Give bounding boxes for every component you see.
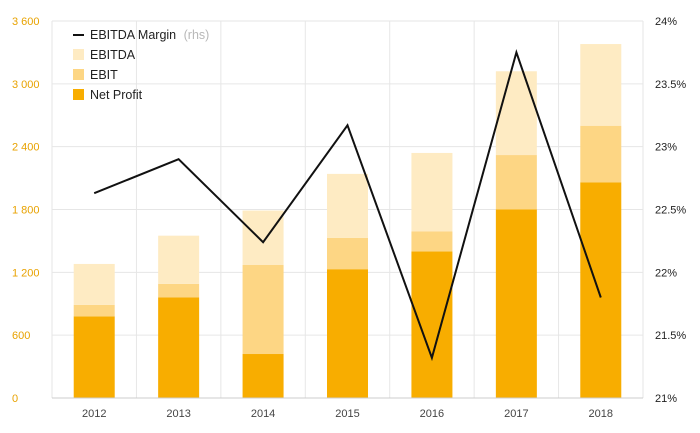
legend-swatch-ebit <box>73 69 84 80</box>
y-left-tick-label: 3 000 <box>12 79 40 91</box>
bar-ebitda <box>158 235 200 284</box>
y-right-tick-label: 22% <box>655 267 677 279</box>
y-left-tick-label: 3 600 <box>12 16 40 28</box>
y-right-tick-label: 24% <box>655 16 677 28</box>
grid-lines <box>51 20 644 398</box>
bar-ebitda <box>73 263 115 305</box>
legend-label-net-profit: Net Profit <box>90 88 143 102</box>
bars <box>73 44 622 398</box>
x-tick-label: 2018 <box>589 408 613 420</box>
bar-ebitda <box>242 210 284 266</box>
bar-net-profit <box>73 316 115 398</box>
x-tick-label: 2017 <box>504 408 528 420</box>
legend-label-ebitda-margin-text: EBITDA Margin <box>90 28 176 42</box>
bar-net-profit <box>495 209 537 398</box>
bar-ebit <box>327 237 368 270</box>
y-right-tick-label: 23.5% <box>655 79 686 91</box>
legend-label-ebitda: EBITDA <box>90 48 136 62</box>
legend-rhs-suffix: (rhs) <box>184 28 210 42</box>
bar-net-profit <box>242 354 284 398</box>
ebitda-margin-line <box>93 49 602 362</box>
bar-ebit <box>158 283 200 298</box>
bar-ebitda <box>580 44 622 126</box>
y-right-tick-label: 23% <box>655 142 677 154</box>
bar-ebit <box>495 155 537 210</box>
bar-net-profit <box>327 269 368 398</box>
legend: EBITDA Margin (rhs) EBITDA EBIT Net Prof… <box>73 28 209 102</box>
legend-label-ebit: EBIT <box>90 68 118 82</box>
bar-ebitda <box>495 71 537 156</box>
bar-ebit <box>411 231 453 252</box>
y-right-tick-label: 22.5% <box>655 205 686 217</box>
y-left-tick-label: 2 400 <box>12 142 40 154</box>
bar-ebitda <box>327 173 368 238</box>
bar-ebit <box>580 125 622 183</box>
margin-line-layer <box>93 49 602 362</box>
bar-net-profit <box>580 182 622 398</box>
bar-ebit <box>73 304 115 317</box>
bar-net-profit <box>158 297 200 398</box>
legend-label-ebitda-margin: EBITDA Margin (rhs) <box>90 28 209 42</box>
bar-net-profit <box>411 251 453 398</box>
y-left-tick-label: 1 200 <box>12 267 40 279</box>
x-tick-label: 2015 <box>335 408 359 420</box>
bar-ebitda <box>411 152 453 232</box>
y-right-tick-label: 21% <box>655 393 677 405</box>
bar-ebit <box>242 265 284 355</box>
x-tick-label: 2014 <box>251 408 275 420</box>
legend-swatch-net-profit <box>73 89 84 100</box>
x-tick-label: 2013 <box>166 408 190 420</box>
y-left-tick-label: 1 800 <box>12 205 40 217</box>
y-left-tick-label: 0 <box>12 393 18 405</box>
y-left-tick-label: 600 <box>12 330 30 342</box>
axes: 0 21% 600 21.5% 1 200 22% 1 800 22.5% 2 400 23% 3 … <box>12 16 686 420</box>
x-tick-label: 2016 <box>420 408 444 420</box>
legend-swatch-ebitda <box>73 49 84 60</box>
x-tick-label: 2012 <box>82 408 106 420</box>
y-right-tick-label: 21.5% <box>655 330 686 342</box>
